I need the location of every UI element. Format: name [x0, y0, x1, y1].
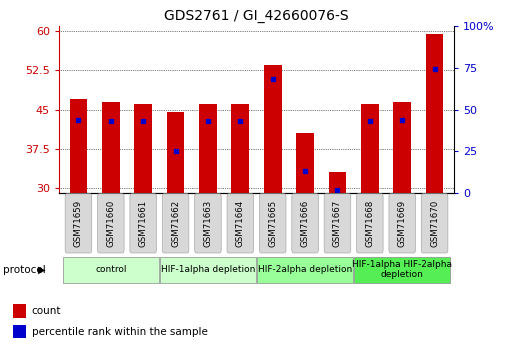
Text: GSM71667: GSM71667 [333, 200, 342, 247]
FancyBboxPatch shape [257, 257, 353, 283]
Bar [231, 104, 249, 193]
Bar [70, 99, 87, 193]
FancyBboxPatch shape [260, 194, 286, 253]
Bar [426, 34, 443, 193]
Text: GSM71668: GSM71668 [365, 200, 374, 247]
Text: GSM71666: GSM71666 [301, 200, 309, 247]
FancyBboxPatch shape [130, 194, 156, 253]
Text: GSM71664: GSM71664 [236, 200, 245, 247]
Text: count: count [32, 306, 62, 316]
Text: control: control [95, 265, 127, 274]
Bar [199, 104, 217, 193]
Text: HIF-2alpha depletion: HIF-2alpha depletion [258, 265, 352, 274]
Bar [296, 133, 314, 193]
Bar [361, 104, 379, 193]
FancyBboxPatch shape [421, 194, 448, 253]
Text: GSM71661: GSM71661 [139, 200, 148, 247]
Text: GSM71660: GSM71660 [106, 200, 115, 247]
FancyBboxPatch shape [63, 257, 159, 283]
Bar [134, 104, 152, 193]
Text: percentile rank within the sample: percentile rank within the sample [32, 327, 208, 337]
Text: GDS2761 / GI_42660076-S: GDS2761 / GI_42660076-S [164, 9, 349, 23]
Text: ▶: ▶ [37, 265, 45, 275]
FancyBboxPatch shape [354, 257, 450, 283]
FancyBboxPatch shape [162, 194, 189, 253]
Bar [167, 112, 185, 193]
FancyBboxPatch shape [194, 194, 221, 253]
Text: GSM71659: GSM71659 [74, 200, 83, 247]
Bar [13, 304, 26, 317]
Text: HIF-1alpha HIF-2alpha
depletion: HIF-1alpha HIF-2alpha depletion [352, 260, 452, 279]
Text: GSM71669: GSM71669 [398, 200, 407, 247]
FancyBboxPatch shape [65, 194, 92, 253]
FancyBboxPatch shape [389, 194, 416, 253]
Text: GSM71670: GSM71670 [430, 200, 439, 247]
Bar [13, 325, 26, 338]
Bar [393, 102, 411, 193]
Text: GSM71665: GSM71665 [268, 200, 277, 247]
Text: HIF-1alpha depletion: HIF-1alpha depletion [161, 265, 255, 274]
FancyBboxPatch shape [160, 257, 256, 283]
Bar [264, 65, 282, 193]
Text: GSM71663: GSM71663 [204, 200, 212, 247]
FancyBboxPatch shape [292, 194, 319, 253]
Text: protocol: protocol [3, 265, 45, 275]
FancyBboxPatch shape [324, 194, 351, 253]
Text: GSM71662: GSM71662 [171, 200, 180, 247]
FancyBboxPatch shape [97, 194, 124, 253]
Bar [102, 102, 120, 193]
Bar [328, 172, 346, 193]
FancyBboxPatch shape [227, 194, 253, 253]
FancyBboxPatch shape [357, 194, 383, 253]
